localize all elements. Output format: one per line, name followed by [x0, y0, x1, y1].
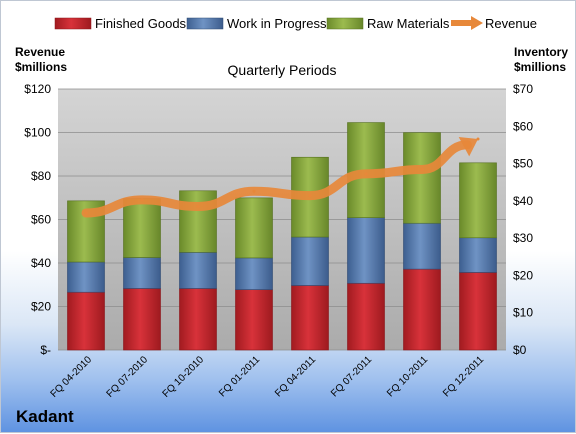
right-axis-title-line-1: Inventory: [514, 45, 568, 59]
bar-finished-goods-fq-07-2010: [123, 288, 161, 351]
bar-work-in-progress-fq-07-2010: [123, 257, 161, 289]
legend: Finished Goods Work in Progress Raw Mate…: [54, 16, 537, 31]
x-label-fq-07-2011: FQ 07-2011: [329, 354, 374, 399]
revenue-point-fq-12-2011: [476, 137, 480, 141]
left-tick-label: $20: [31, 300, 51, 314]
bar-finished-goods-fq-10-2011: [403, 268, 441, 351]
left-tick-label: $-: [40, 343, 51, 357]
legend-label-work-in-progress: Work in Progress: [227, 16, 327, 31]
bar-work-in-progress-fq-01-2011: [235, 257, 273, 290]
left-tick-label: $40: [31, 256, 51, 270]
x-label-fq-10-2010: FQ 10-2010: [161, 354, 207, 400]
x-label-fq-04-2010: FQ 04-2010: [49, 354, 95, 400]
right-tick-label: $40: [513, 194, 533, 208]
company-name: Kadant: [16, 407, 74, 426]
bar-finished-goods-fq-07-2011: [347, 282, 385, 351]
right-tick-label: $30: [513, 231, 533, 245]
left-axis-title-line-2: $millions: [15, 60, 67, 74]
bar-work-in-progress-fq-12-2011: [459, 237, 497, 273]
left-axis-ticks: $- $20 $40 $60 $80 $100 $120: [24, 82, 51, 357]
revenue-point-fq-10-2010: [196, 204, 200, 208]
bar-finished-goods-fq-04-2011: [291, 285, 329, 351]
x-label-fq-12-2011: FQ 12-2011: [441, 354, 486, 399]
bar-work-in-progress-fq-04-2010: [67, 261, 105, 293]
bar-raw-materials-fq-10-2010: [179, 190, 217, 253]
revenue-point-fq-07-2010: [140, 198, 144, 202]
x-label-fq-10-2011: FQ 10-2011: [385, 354, 430, 399]
left-tick-label: $100: [24, 126, 51, 140]
bar-work-in-progress-fq-07-2011: [347, 217, 385, 284]
left-axis-title-line-1: Revenue: [15, 45, 65, 59]
bar-finished-goods-fq-10-2010: [179, 288, 217, 351]
bar-work-in-progress-fq-10-2011: [403, 222, 441, 270]
legend-arrowhead-revenue: [471, 16, 483, 30]
revenue-line-path: [81, 140, 472, 218]
revenue-point-fq-10-2011: [420, 167, 424, 171]
bar-work-in-progress-fq-10-2010: [179, 252, 217, 289]
bar-raw-materials-fq-10-2011: [403, 132, 441, 224]
revenue-point-fq-04-2010: [84, 211, 88, 215]
right-tick-label: $10: [513, 306, 533, 320]
right-tick-label: $70: [513, 82, 533, 96]
right-tick-label: $0: [513, 343, 527, 357]
right-tick-label: $60: [513, 119, 533, 133]
x-label-fq-07-2010: FQ 07-2010: [105, 354, 151, 400]
bar-work-in-progress-fq-04-2011: [291, 236, 329, 286]
legend-label-revenue: Revenue: [485, 16, 537, 31]
right-axis-ticks: $0 $10 $20 $30 $40 $50 $60 $70: [513, 82, 533, 357]
right-tick-label: $50: [513, 157, 533, 171]
bar-raw-materials-fq-07-2010: [123, 198, 161, 258]
revenue-arrowhead: [458, 137, 478, 157]
revenue-point-fq-01-2011: [252, 189, 256, 193]
legend-label-finished-goods: Finished Goods: [95, 16, 187, 31]
x-label-fq-04-2011: FQ 04-2011: [273, 354, 318, 399]
bars: [67, 122, 497, 351]
bar-finished-goods-fq-12-2011: [459, 272, 497, 351]
bar-finished-goods-fq-04-2010: [67, 291, 105, 351]
bar-finished-goods-fq-01-2011: [235, 289, 273, 351]
legend-label-raw-materials: Raw Materials: [367, 16, 450, 31]
bar-raw-materials-fq-12-2011: [459, 162, 497, 239]
revenue-point-fq-04-2011: [308, 194, 312, 198]
revenue-point-fq-07-2011: [364, 172, 368, 176]
revenue-line: [81, 137, 480, 218]
chart-title: Quarterly Periods: [228, 62, 337, 78]
left-tick-label: $80: [31, 169, 51, 183]
right-tick-label: $20: [513, 268, 533, 282]
legend-swatch-finished-goods: [54, 17, 92, 30]
x-label-fq-01-2011: FQ 01-2011: [217, 354, 262, 399]
left-tick-label: $120: [24, 82, 51, 96]
legend-swatch-work-in-progress: [186, 17, 224, 30]
x-axis-labels: FQ 04-2010 FQ 07-2010 FQ 10-2010 FQ 01-2011…: [49, 354, 487, 400]
left-tick-label: $60: [31, 213, 51, 227]
bar-raw-materials-fq-01-2011: [235, 197, 273, 259]
legend-swatch-raw-materials: [326, 17, 364, 30]
right-axis-title-line-2: $millions: [514, 60, 566, 74]
